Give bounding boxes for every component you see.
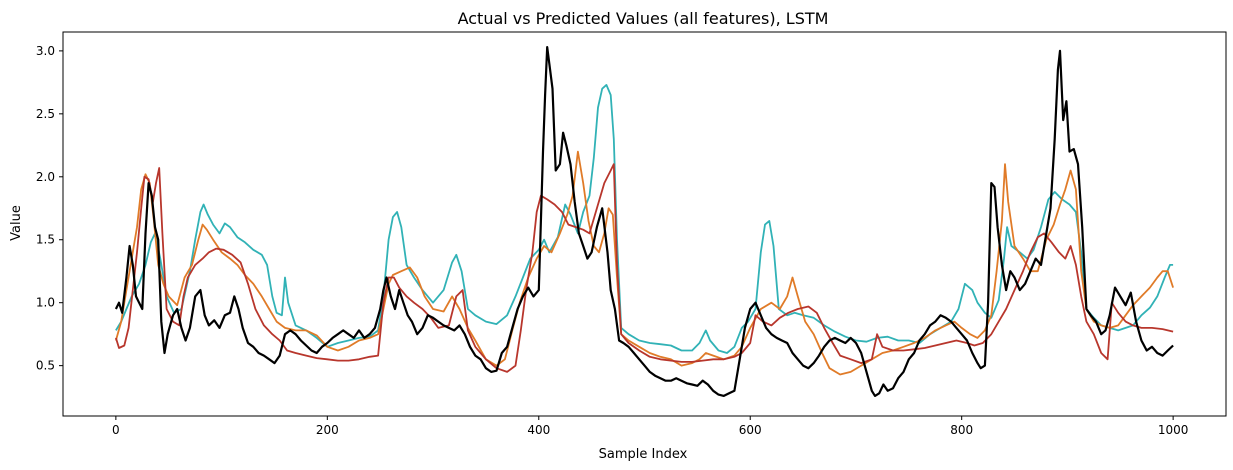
x-tick-label: 400: [527, 423, 550, 437]
x-tick-label: 600: [739, 423, 762, 437]
x-tick-label: 1000: [1158, 423, 1189, 437]
y-tick-label: 3.0: [36, 44, 55, 58]
chart-title: Actual vs Predicted Values (all features…: [458, 9, 829, 28]
x-tick-label: 200: [316, 423, 339, 437]
series-line-4: [114, 46, 1174, 397]
series-line-1: [115, 84, 1174, 354]
series-line-3: [115, 163, 1174, 373]
series-lines: [114, 46, 1174, 397]
y-tick-label: 2.0: [36, 170, 55, 184]
x-axis-ticks: 0 200 400 600 800 1000: [112, 416, 1188, 437]
x-axis-label: Sample Index: [599, 447, 688, 462]
y-axis-ticks: 0.5 1.0 1.5 2.0 2.5 3.0: [36, 44, 63, 373]
y-tick-label: 1.0: [36, 296, 55, 310]
y-tick-label: 0.5: [36, 359, 55, 373]
x-tick-label: 800: [950, 423, 973, 437]
y-axis-label: Value: [9, 205, 24, 241]
x-tick-label: 0: [112, 423, 120, 437]
plot-frame: [62, 31, 1227, 417]
y-tick-label: 1.5: [36, 233, 55, 247]
y-tick-label: 2.5: [36, 107, 55, 121]
